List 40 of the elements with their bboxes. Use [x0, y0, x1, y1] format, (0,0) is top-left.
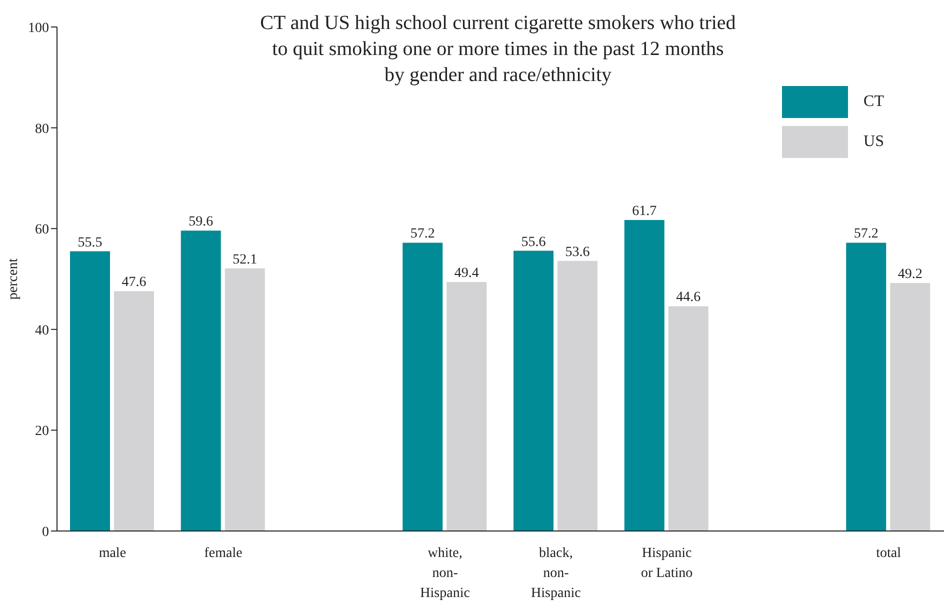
bar: [668, 306, 708, 531]
data-label: 57.2: [854, 226, 878, 242]
data-label: 59.6: [188, 214, 214, 230]
x-tick-label: white, non- Hispanic: [420, 546, 470, 601]
bar: [402, 242, 443, 531]
bar: [114, 291, 154, 531]
bar: [180, 230, 221, 531]
bar: [70, 251, 110, 531]
x-tick-label: male: [98, 546, 126, 561]
y-tick-label: 80: [35, 122, 49, 137]
x-tick-label: Hispanic or Latino: [640, 546, 693, 581]
bar: [446, 282, 487, 531]
bar: [890, 283, 930, 531]
data-label: 53.6: [565, 244, 590, 260]
bar: [224, 268, 265, 531]
data-label: 57.2: [410, 226, 435, 242]
data-label: 44.6: [676, 290, 701, 306]
y-tick-label: 100: [28, 20, 49, 36]
y-axis-title: percent: [6, 258, 21, 300]
data-label: 55.5: [78, 235, 102, 250]
y-tick-label: 0: [42, 524, 49, 540]
x-tick-label: total: [876, 546, 902, 561]
data-label: 47.6: [122, 275, 146, 290]
data-label: 49.2: [898, 267, 922, 282]
bar: [624, 220, 664, 531]
data-label: 52.1: [232, 252, 258, 268]
data-label: 61.7: [632, 204, 657, 220]
bar: [846, 242, 886, 531]
bar: [558, 260, 598, 531]
x-tick-label: female: [204, 546, 242, 561]
y-tick-label: 60: [35, 222, 49, 238]
legend-label: US: [864, 133, 884, 151]
x-tick-label: black, non- Hispanic: [531, 546, 581, 601]
bar: [514, 250, 554, 531]
data-label: 49.4: [454, 266, 479, 282]
y-tick-label: 20: [35, 424, 49, 440]
legend-label: CT: [864, 93, 884, 111]
data-label: 55.6: [521, 234, 546, 250]
text: CT and US high school current cigarette smokers who tried to quit smoking one or more times in the past 12 months by gender and race/ethnicity: [259, 11, 737, 88]
y-tick-label: 40: [35, 323, 49, 338]
